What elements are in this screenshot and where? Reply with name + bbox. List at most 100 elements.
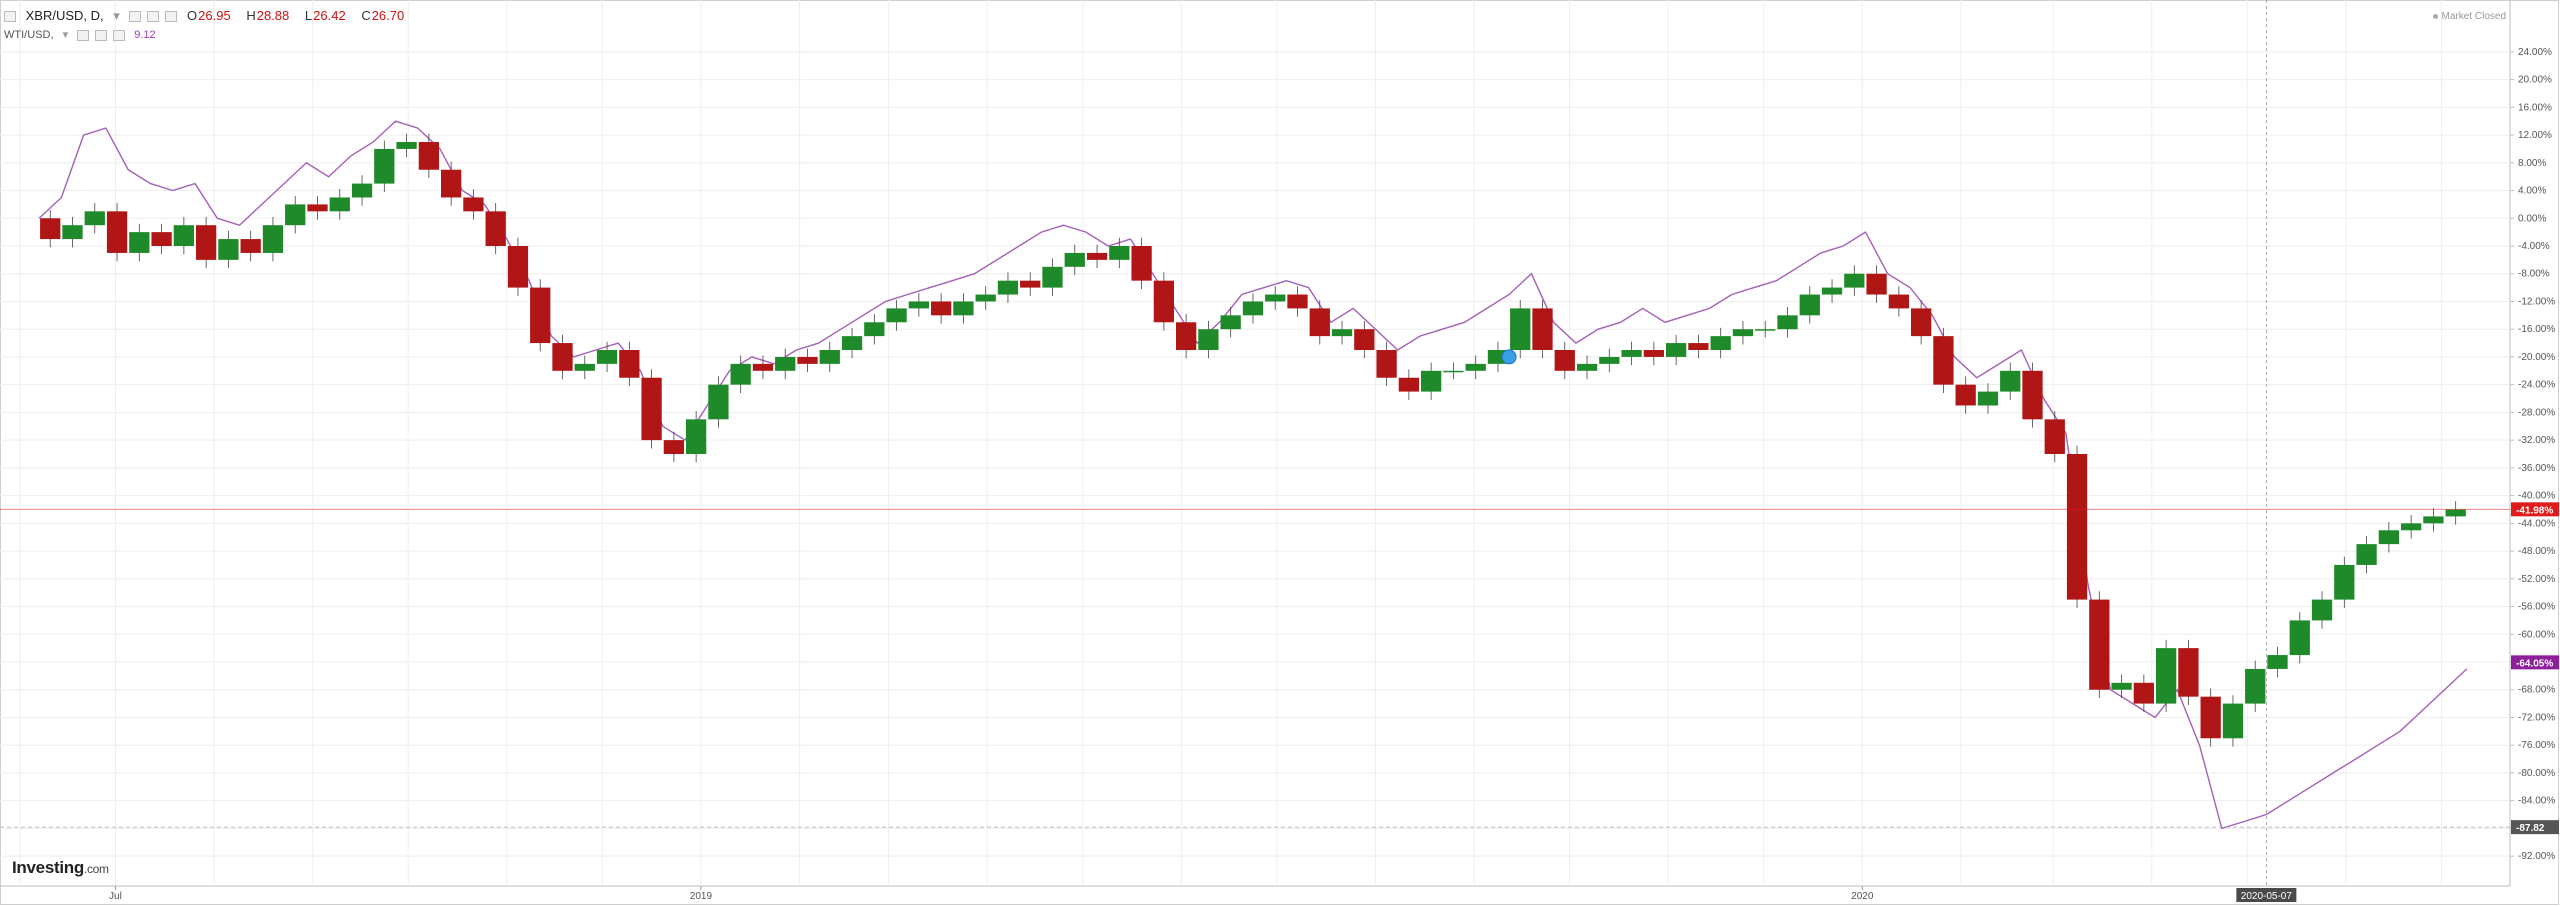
candle (2267, 646, 2288, 678)
y-tick-label: -36.00% (2518, 463, 2555, 474)
candle-body (530, 287, 551, 344)
candle-body (2200, 696, 2221, 739)
candle-body (1421, 370, 1442, 392)
candle (396, 133, 417, 158)
y-tick-label: 16.00% (2518, 102, 2552, 113)
candle (819, 341, 840, 373)
crosshair-date-text: 2020-05-07 (2241, 891, 2293, 902)
candle-body (1866, 273, 1887, 295)
candle-body (819, 350, 840, 364)
candle (1732, 320, 1754, 345)
candle (307, 196, 328, 220)
candle (218, 230, 239, 269)
candle-body (2356, 544, 2377, 565)
candle-body (797, 356, 818, 364)
candle (1777, 307, 1798, 338)
candle-body (886, 308, 907, 323)
candle (1710, 327, 1731, 359)
candle (2156, 639, 2177, 712)
candle-body (2445, 509, 2466, 517)
candle-body (1888, 294, 1909, 309)
candle (2044, 411, 2065, 463)
candle-body (574, 363, 595, 371)
candle-body (908, 301, 929, 309)
candle (240, 230, 261, 262)
price-badge-last_price (2511, 502, 2559, 517)
symbol-label[interactable]: XBR/USD, D, (25, 8, 104, 23)
settings-icon[interactable] (147, 11, 160, 23)
candle (663, 431, 684, 463)
candle-body (1176, 322, 1197, 350)
candle-body (262, 225, 284, 253)
candle (1287, 286, 1308, 317)
candle (1532, 300, 1553, 359)
candle-body (2156, 648, 2177, 704)
candle-body (151, 232, 172, 246)
compare-hide-icon[interactable] (77, 29, 90, 41)
close-icon[interactable] (165, 11, 178, 23)
candle (574, 355, 595, 380)
candle-body (40, 218, 61, 240)
candle-body (641, 377, 662, 441)
ohlc-open: O26.95 (187, 8, 231, 23)
candle-body (1376, 350, 1397, 378)
candle (84, 203, 105, 234)
candle-body (1220, 315, 1241, 330)
candle (2178, 639, 2199, 705)
candle (1643, 341, 1664, 366)
candle (619, 341, 640, 387)
candle-body (84, 211, 105, 226)
candle (1443, 362, 1464, 380)
candle-body (1576, 363, 1598, 371)
compare-settings-icon[interactable] (95, 29, 108, 41)
y-tick-label: -40.00% (2518, 491, 2555, 502)
ohlc-high: H28.88 (246, 8, 290, 23)
compare-close-icon[interactable] (113, 29, 126, 41)
y-tick-label: -68.00% (2518, 685, 2555, 696)
candle-body (1643, 350, 1664, 357)
candle-body (2378, 530, 2399, 545)
candle (1933, 327, 1954, 393)
compare-symbol-label[interactable]: WTI/USD, (4, 29, 54, 41)
candle (62, 216, 83, 248)
price-badge-text: -41.98% (2516, 505, 2553, 516)
candle (2066, 445, 2088, 608)
interval-caret[interactable]: ▾ (113, 8, 120, 23)
x-tick-label: Jul (109, 891, 122, 902)
candle (797, 348, 818, 373)
candle-body (1198, 329, 1219, 350)
candle (2356, 535, 2377, 574)
candle-body (552, 343, 573, 371)
candle-body (2267, 655, 2288, 669)
candle-body (1844, 273, 1865, 288)
investing-logo[interactable]: Investing.com (12, 858, 109, 878)
candle (285, 196, 306, 234)
candle (129, 223, 150, 262)
candle (2089, 591, 2110, 699)
candle (1576, 355, 1598, 380)
candle-body (196, 225, 217, 260)
candle (1666, 334, 1687, 366)
candle (1465, 355, 1486, 380)
candle-body (1020, 280, 1041, 288)
compare-caret[interactable]: ▾ (62, 29, 69, 41)
candle-body (1532, 308, 1553, 350)
candle-body (1755, 329, 1776, 331)
candle-body (307, 204, 328, 212)
candle (1888, 286, 1909, 317)
candle (2401, 515, 2422, 539)
candle-body (1666, 343, 1687, 357)
collapse-icon[interactable] (4, 11, 16, 23)
wti-series (38, 120, 2468, 830)
hide-icon[interactable] (129, 11, 142, 23)
candle (485, 203, 506, 255)
y-tick-label: -52.00% (2518, 574, 2555, 585)
x-tick-label: 2019 (690, 891, 713, 902)
candle (1331, 320, 1353, 345)
price-badge-text: -87.82 (2516, 823, 2545, 834)
candle (641, 369, 662, 449)
candle-body (997, 280, 1019, 295)
